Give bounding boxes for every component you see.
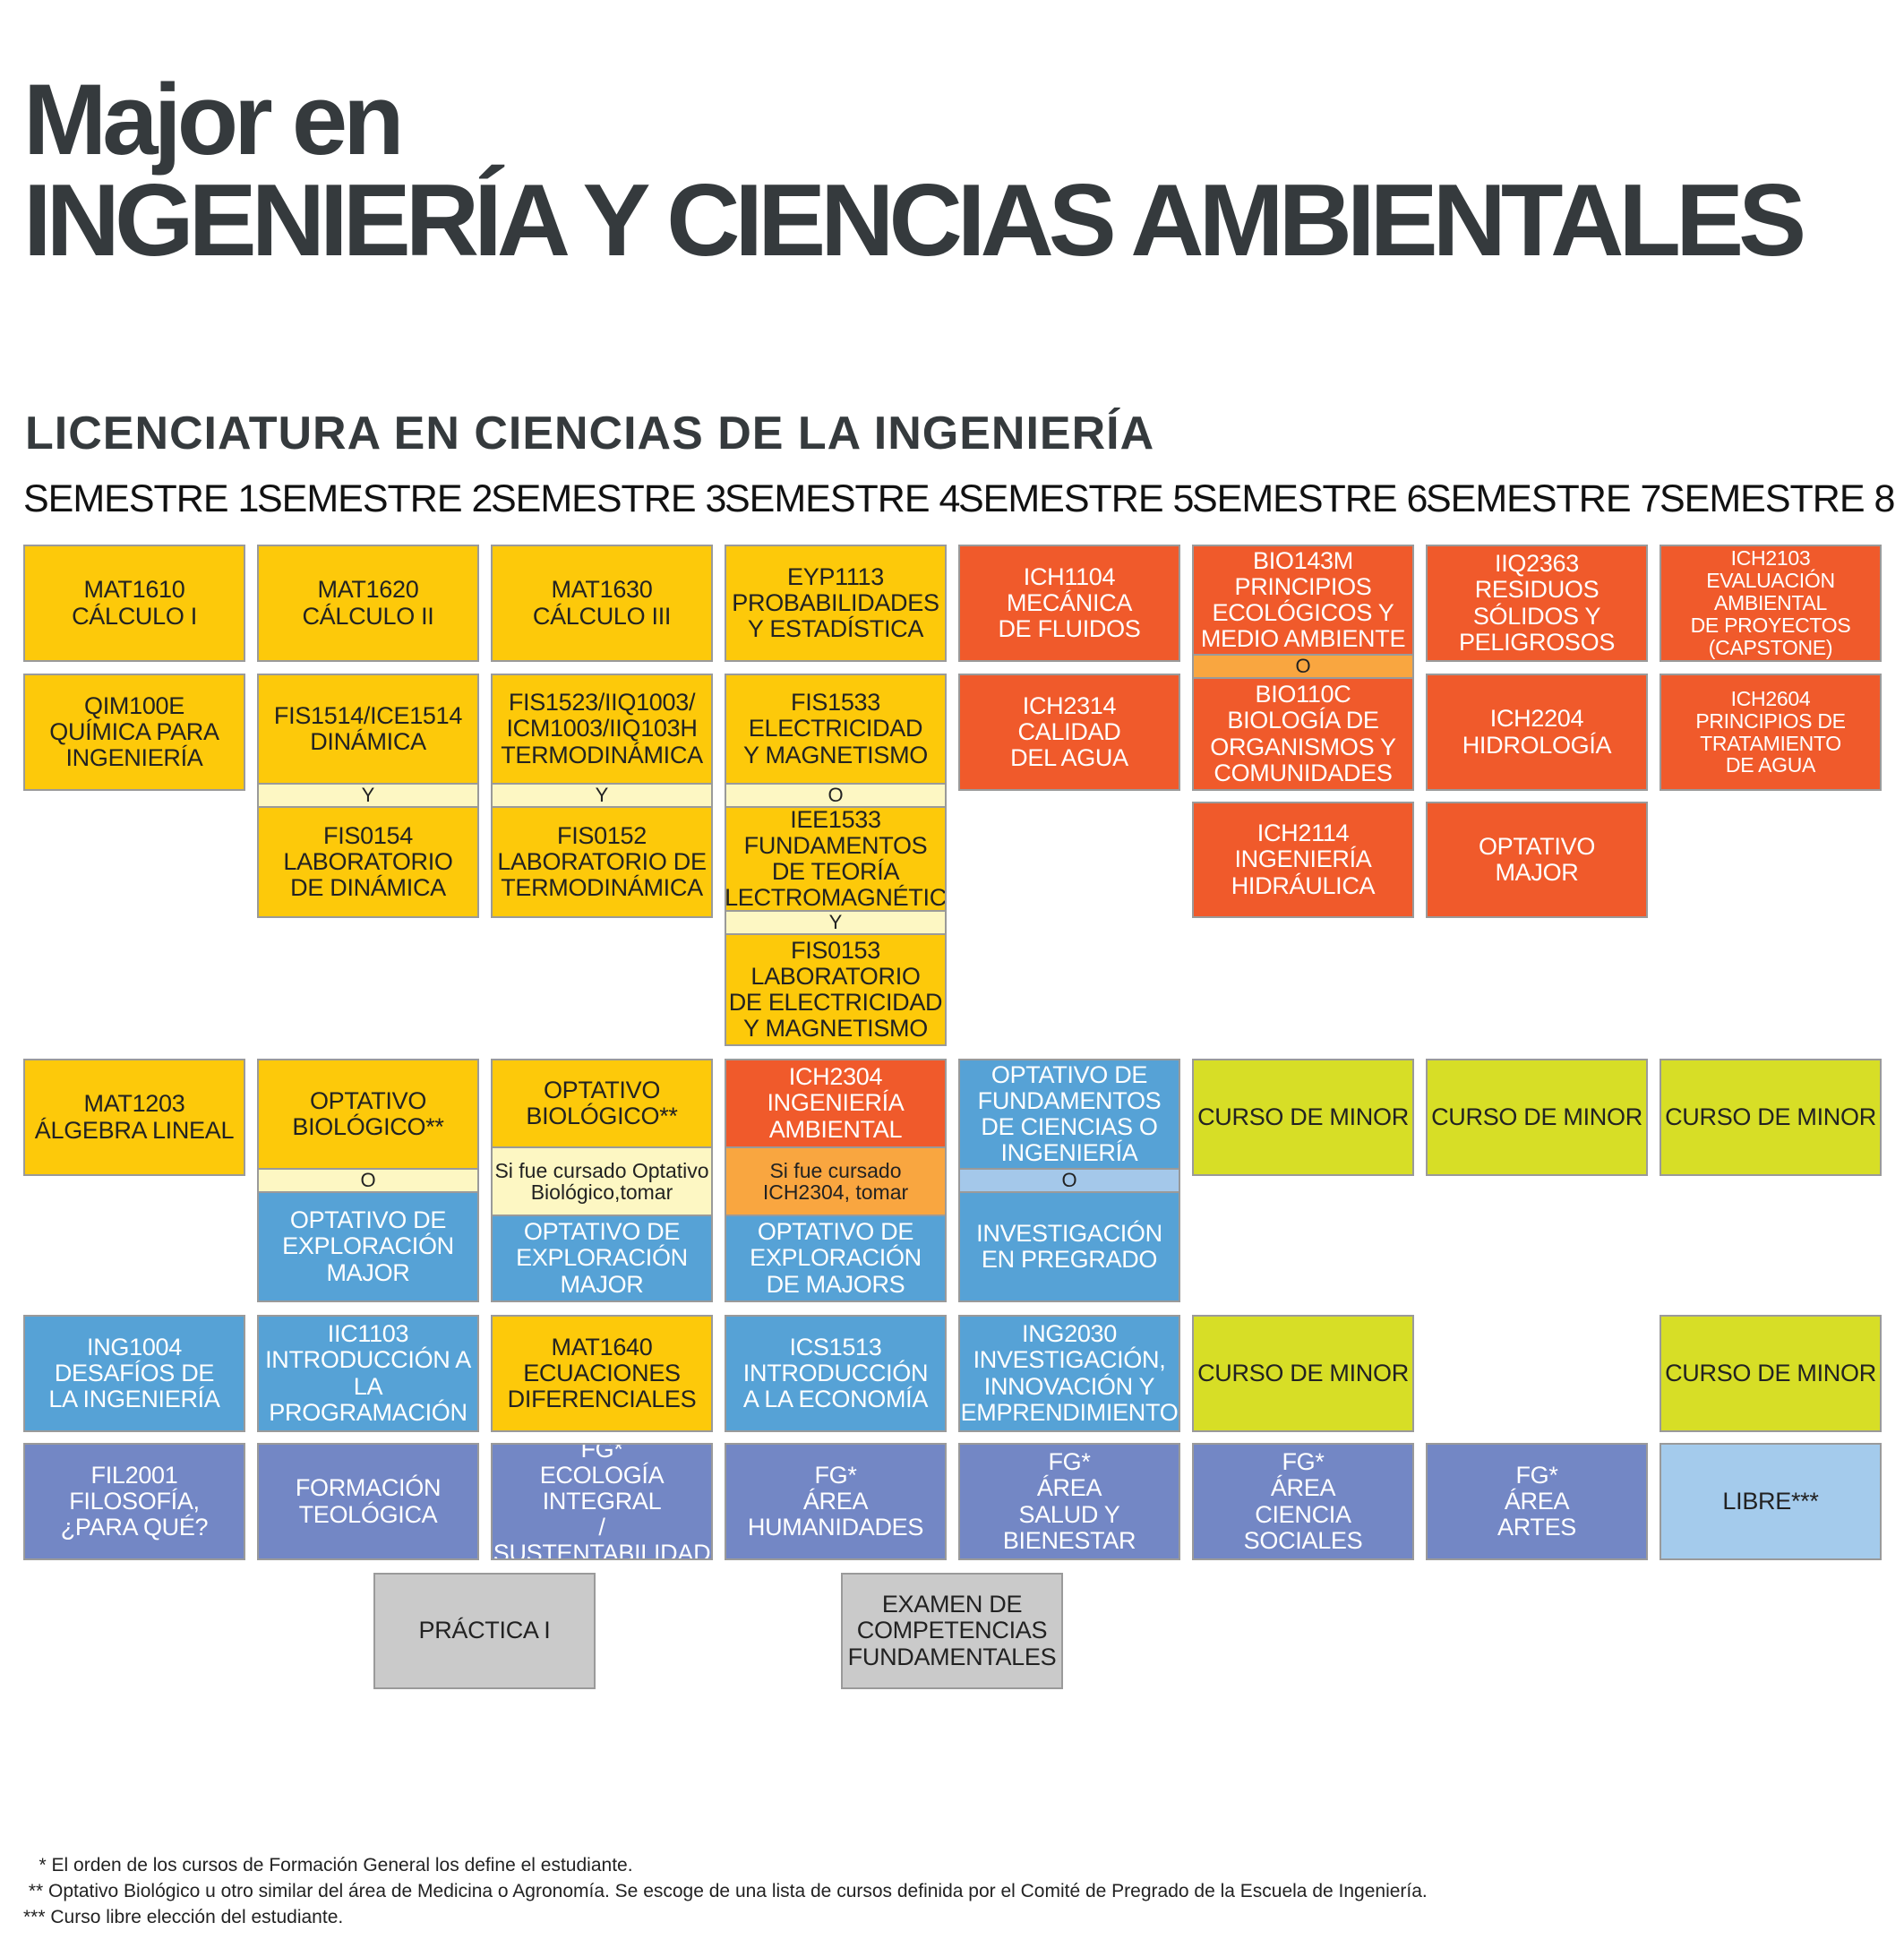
course-iiq2363: IIQ2363 RESIDUOS SÓLIDOS Y PELIGROSOS	[1426, 545, 1648, 662]
semester-header-6: SEMESTRE 6	[1192, 477, 1428, 520]
connector-and-s4: Y	[725, 912, 947, 933]
course-ich2103: ICH2103 EVALUACIÓN AMBIENTAL DE PROYECTO…	[1660, 545, 1882, 662]
connector-or-s6: O	[1192, 656, 1414, 677]
course-minor-s8-a: CURSO DE MINOR	[1660, 1059, 1882, 1176]
course-formacion-teologica: FORMACIÓN TEOLÓGICA	[257, 1443, 479, 1560]
course-eyp1113: EYP1113 PROBABILIDADES Y ESTADÍSTICA	[725, 545, 947, 662]
major-title: INGENIERÍA Y CIENCIAS AMBIENTALES	[23, 164, 1806, 278]
course-opt-biologico-s2: OPTATIVO BIOLÓGICO**	[257, 1059, 479, 1170]
course-fg-humanidades: FG* ÁREA HUMANIDADES	[725, 1443, 947, 1560]
course-fil2001: FIL2001 FILOSOFÍA, ¿PARA QUÉ?	[23, 1443, 245, 1560]
course-fg-artes: FG* ÁREA ARTES	[1426, 1443, 1648, 1560]
course-ics1513: ICS1513 INTRODUCCIÓN A LA ECONOMÍA	[725, 1315, 947, 1432]
course-opt-exploracion-s4: OPTATIVO DE EXPLORACIÓN DE MAJORS	[725, 1215, 947, 1302]
degree-subtitle: LICENCIATURA EN CIENCIAS DE LA INGENIERÍ…	[25, 408, 1155, 459]
course-ing1004: ING1004 DESAFÍOS DE LA INGENIERÍA	[23, 1315, 245, 1432]
connector-or-s2: O	[257, 1170, 479, 1191]
course-fis1514: FIS1514/ICE1514 DINÁMICA	[257, 674, 479, 785]
course-ich2204: ICH2204 HIDROLOGÍA	[1426, 674, 1648, 791]
major-title-prefix: Major en	[23, 64, 405, 176]
connector-or-s5: O	[958, 1170, 1180, 1191]
semester-header-8: SEMESTRE 8	[1660, 477, 1895, 520]
course-ich1104: ICH1104 MECÁNICA DE FLUIDOS	[958, 545, 1180, 662]
note-prerequisite-s4: Si fue cursado ICH2304, tomar	[725, 1148, 947, 1215]
connector-and-s3: Y	[491, 785, 713, 806]
course-ich2304: ICH2304 INGENIERÍA AMBIENTAL	[725, 1059, 947, 1148]
course-fis1523: FIS1523/IIQ1003/ ICM1003/IIQ103H TERMODI…	[491, 674, 713, 785]
course-ich2604: ICH2604 PRINCIPIOS DE TRATAMIENTO DE AGU…	[1660, 674, 1882, 791]
course-fg-ecologia: FG* ECOLOGÍA INTEGRAL / SUSTENTABILIDAD	[491, 1443, 713, 1560]
course-libre: LIBRE***	[1660, 1443, 1882, 1560]
course-opt-biologico-s3: OPTATIVO BIOLÓGICO**	[491, 1059, 713, 1148]
course-fis0153: FIS0153 LABORATORIO DE ELECTRICIDAD Y MA…	[725, 933, 947, 1046]
course-ich2114: ICH2114 INGENIERÍA HIDRÁULICA	[1192, 802, 1414, 918]
footnote-1: * El orden de los cursos de Formación Ge…	[23, 1855, 633, 1875]
connector-or-s4: O	[725, 785, 947, 806]
course-minor-s6-a: CURSO DE MINOR	[1192, 1059, 1414, 1176]
course-fg-salud: FG* ÁREA SALUD Y BIENESTAR	[958, 1443, 1180, 1560]
note-prerequisite-s3: Si fue cursado Optativo Biológico,tomar	[491, 1148, 713, 1215]
course-opt-exploracion-s3: OPTATIVO DE EXPLORACIÓN MAJOR	[491, 1215, 713, 1302]
course-mat1630: MAT1630 CÁLCULO III	[491, 545, 713, 662]
requirement-practica: PRÁCTICA I	[373, 1573, 596, 1689]
course-investigacion-pregrado: INVESTIGACIÓN EN PREGRADO	[958, 1191, 1180, 1302]
course-minor-s6-b: CURSO DE MINOR	[1192, 1315, 1414, 1432]
course-opt-exploracion-s2: OPTATIVO DE EXPLORACIÓN MAJOR	[257, 1191, 479, 1302]
course-opt-fundamentos: OPTATIVO DE FUNDAMENTOS DE CIENCIAS O IN…	[958, 1059, 1180, 1170]
course-iic1103: IIC1103 INTRODUCCIÓN A LA PROGRAMACIÓN	[257, 1315, 479, 1432]
course-minor-s7-a: CURSO DE MINOR	[1426, 1059, 1648, 1176]
course-bio110c: BIO110C BIOLOGÍA DE ORGANISMOS Y COMUNID…	[1192, 677, 1414, 791]
course-fg-sociales: FG* ÁREA CIENCIA SOCIALES	[1192, 1443, 1414, 1560]
semester-header-4: SEMESTRE 4	[725, 477, 960, 520]
course-bio143m: BIO143M PRINCIPIOS ECOLÓGICOS Y MEDIO AM…	[1192, 545, 1414, 656]
semester-header-5: SEMESTRE 5	[958, 477, 1194, 520]
course-mat1620: MAT1620 CÁLCULO II	[257, 545, 479, 662]
course-minor-s8-b: CURSO DE MINOR	[1660, 1315, 1882, 1432]
course-ing2030: ING2030 INVESTIGACIÓN, INNOVACIÓN Y EMPR…	[958, 1315, 1180, 1432]
course-mat1203: MAT1203 ÁLGEBRA LINEAL	[23, 1059, 245, 1176]
semester-header-2: SEMESTRE 2	[257, 477, 493, 520]
footnote-2: ** Optativo Biológico u otro similar del…	[23, 1881, 1428, 1901]
course-qim100e: QIM100E QUÍMICA PARA INGENIERÍA	[23, 674, 245, 791]
course-ich2314: ICH2314 CALIDAD DEL AGUA	[958, 674, 1180, 791]
course-optativo-major: OPTATIVO MAJOR	[1426, 802, 1648, 918]
semester-header-1: SEMESTRE 1	[23, 477, 259, 520]
course-fis0152: FIS0152 LABORATORIO DE TERMODINÁMICA	[491, 806, 713, 918]
course-fis1533: FIS1533 ELECTRICIDAD Y MAGNETISMO	[725, 674, 947, 785]
connector-and-s2: Y	[257, 785, 479, 806]
footnote-3: *** Curso libre elección del estudiante.	[23, 1907, 344, 1927]
requirement-examen: EXAMEN DE COMPETENCIAS FUNDAMENTALES	[841, 1573, 1063, 1689]
course-mat1640: MAT1640 ECUACIONES DIFERENCIALES	[491, 1315, 713, 1432]
course-fis0154: FIS0154 LABORATORIO DE DINÁMICA	[257, 806, 479, 918]
course-mat1610: MAT1610 CÁLCULO I	[23, 545, 245, 662]
semester-header-7: SEMESTRE 7	[1426, 477, 1661, 520]
course-iee1533: IEE1533 FUNDAMENTOS DE TEORÍA ELECTROMAG…	[725, 806, 947, 912]
semester-header-3: SEMESTRE 3	[491, 477, 726, 520]
